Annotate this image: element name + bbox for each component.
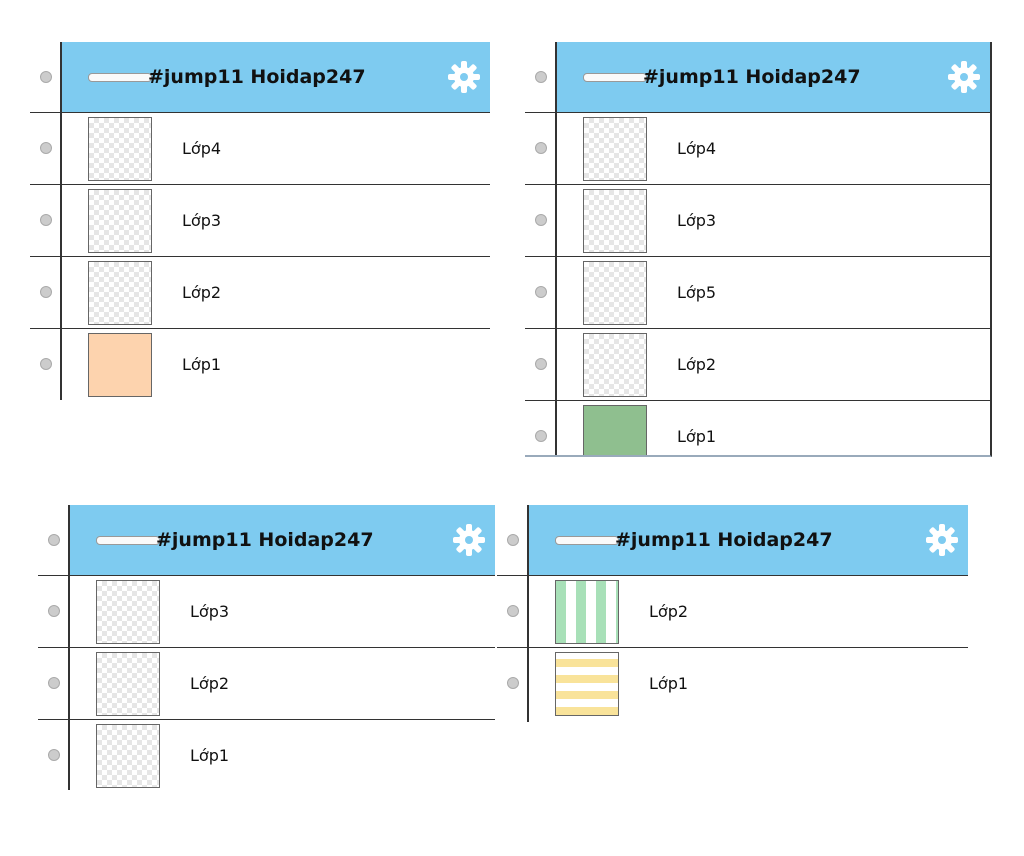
layer-row[interactable]: Lớp2 (525, 328, 990, 400)
visibility-toggle[interactable] (507, 534, 519, 546)
visibility-toggle[interactable] (535, 286, 547, 298)
settings-gear[interactable] (446, 59, 482, 95)
settings-gear[interactable] (451, 522, 487, 558)
panel-title: #jump11 Hoidap247 (643, 66, 861, 88)
visibility-column (497, 505, 529, 722)
visibility-toggle[interactable] (507, 677, 519, 689)
panel-title: #jump11 Hoidap247 (615, 529, 833, 551)
layer-row[interactable]: Lớp4 (525, 112, 990, 184)
visibility-toggle[interactable] (535, 430, 547, 442)
layer-row[interactable]: Lớp1 (30, 328, 490, 400)
layer-thumbnail (88, 333, 152, 397)
visibility-toggle[interactable] (40, 286, 52, 298)
visibility-column (38, 505, 70, 790)
layer-thumbnail (583, 405, 647, 455)
settings-gear[interactable] (924, 522, 960, 558)
panel-title: #jump11 Hoidap247 (148, 66, 366, 88)
visibility-toggle[interactable] (535, 142, 547, 154)
layer-thumbnail (88, 117, 152, 181)
layer-name: Lớp4 (182, 139, 222, 158)
visibility-toggle[interactable] (535, 71, 547, 83)
layer-name: Lớp1 (649, 674, 689, 693)
collapse-bar[interactable] (88, 73, 152, 82)
layer-row[interactable]: Lớp1 (497, 647, 968, 719)
layer-name: Lớp2 (677, 355, 717, 374)
layer-name: Lớp1 (190, 746, 230, 765)
layer-thumbnail (555, 580, 619, 644)
layer-name: Lớp3 (190, 602, 230, 621)
layer-row[interactable]: Lớp2 (38, 647, 495, 719)
layer-row[interactable]: Lớp2 (497, 575, 968, 647)
visibility-toggle[interactable] (48, 534, 60, 546)
visibility-toggle[interactable] (40, 214, 52, 226)
layer-thumbnail (88, 261, 152, 325)
layer-name: Lớp3 (182, 211, 222, 230)
layer-thumbnail (583, 261, 647, 325)
panel-header: #jump11 Hoidap247 (70, 505, 495, 575)
layer-name: Lớp2 (649, 602, 689, 621)
layer-thumbnail (96, 580, 160, 644)
layer-name: Lớp5 (677, 283, 717, 302)
layer-thumbnail (555, 652, 619, 716)
visibility-toggle[interactable] (535, 214, 547, 226)
visibility-column (30, 42, 62, 400)
layer-name: Lớp2 (190, 674, 230, 693)
layer-row[interactable]: Lớp3 (30, 184, 490, 256)
layer-panel: #jump11 Hoidap247 Lớp3 Lớp2 Lớp1 (38, 505, 495, 790)
visibility-toggle[interactable] (48, 605, 60, 617)
settings-gear[interactable] (946, 59, 982, 95)
layer-thumbnail (583, 189, 647, 253)
layer-thumbnail (96, 652, 160, 716)
visibility-toggle[interactable] (48, 677, 60, 689)
visibility-column (525, 42, 557, 455)
panel-header: #jump11 Hoidap247 (557, 42, 990, 112)
visibility-toggle[interactable] (40, 358, 52, 370)
layer-panel: #jump11 Hoidap247 Lớp4 Lớp3 Lớp2 Lớp1 (30, 42, 490, 400)
layer-row[interactable]: Lớp3 (38, 575, 495, 647)
visibility-toggle[interactable] (535, 358, 547, 370)
layer-name: Lớp4 (677, 139, 717, 158)
layer-row[interactable]: Lớp5 (525, 256, 990, 328)
panel-header: #jump11 Hoidap247 (529, 505, 968, 575)
layer-name: Lớp1 (677, 427, 717, 446)
layer-thumbnail (583, 117, 647, 181)
layer-thumbnail (96, 724, 160, 788)
visibility-toggle[interactable] (40, 71, 52, 83)
panel-header: #jump11 Hoidap247 (62, 42, 490, 112)
layer-name: Lớp3 (677, 211, 717, 230)
collapse-bar[interactable] (96, 536, 160, 545)
layer-row[interactable]: Lớp1 (525, 400, 990, 455)
visibility-toggle[interactable] (40, 142, 52, 154)
visibility-toggle[interactable] (48, 749, 60, 761)
layer-row[interactable]: Lớp3 (525, 184, 990, 256)
layer-row[interactable]: Lớp1 (38, 719, 495, 790)
layer-thumbnail (583, 333, 647, 397)
layer-row[interactable]: Lớp2 (30, 256, 490, 328)
layer-row[interactable]: Lớp4 (30, 112, 490, 184)
collapse-bar[interactable] (555, 536, 619, 545)
panel-title: #jump11 Hoidap247 (156, 529, 374, 551)
layer-panel: #jump11 Hoidap247 Lớp2 Lớp1 (497, 505, 968, 722)
collapse-bar[interactable] (583, 73, 647, 82)
layer-name: Lớp2 (182, 283, 222, 302)
layer-thumbnail (88, 189, 152, 253)
visibility-toggle[interactable] (507, 605, 519, 617)
layer-name: Lớp1 (182, 355, 222, 374)
layer-panel: #jump11 Hoidap247 Lớp4 Lớp3 Lớp5 Lớp2 Lớp1 (525, 42, 992, 457)
